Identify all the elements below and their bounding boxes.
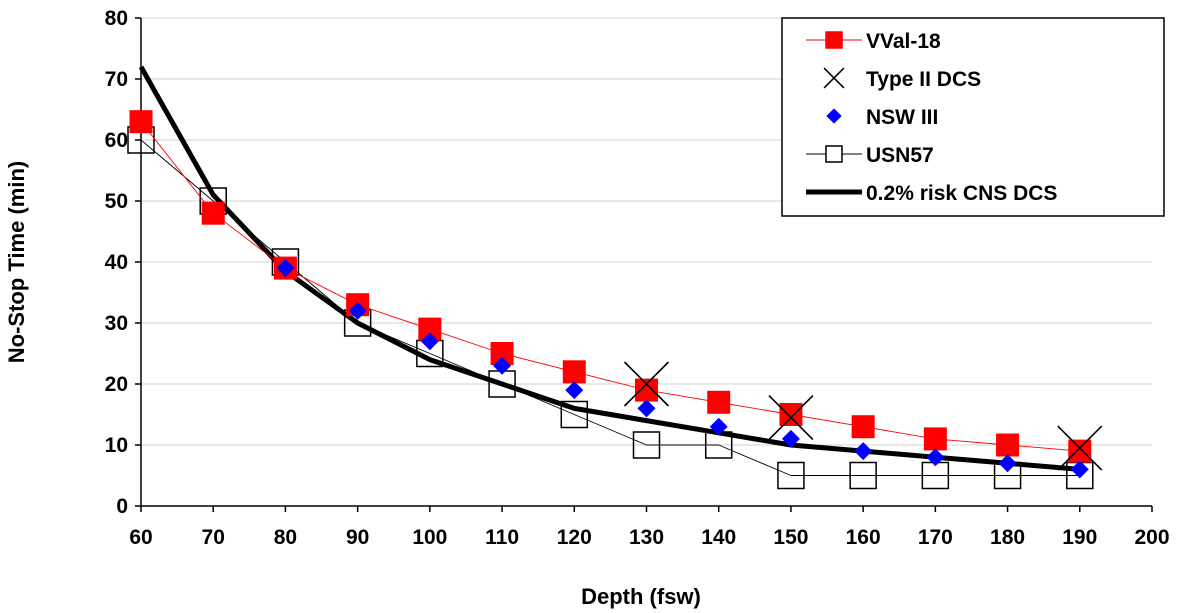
nsw3-point xyxy=(493,356,512,375)
y-tick-label: 10 xyxy=(105,434,128,457)
x-tick-label: 70 xyxy=(202,526,225,549)
vval18-point xyxy=(1068,439,1092,463)
vval18-point xyxy=(825,31,843,49)
x-tick-label: 150 xyxy=(773,526,808,549)
nsw3-point xyxy=(637,399,656,418)
series-2 xyxy=(276,259,1089,479)
y-tick-label: 30 xyxy=(105,312,128,335)
vval18-point xyxy=(923,427,947,451)
nsw3-point xyxy=(276,259,295,278)
y-tick-label: 80 xyxy=(105,7,128,30)
vval18-line xyxy=(140,121,1080,452)
vval18-point xyxy=(201,201,225,225)
legend-label: 0.2% risk CNS DCS xyxy=(866,182,1057,205)
y-tick-label: 60 xyxy=(105,129,128,152)
nsw3-point xyxy=(420,332,439,351)
nsw3-point xyxy=(998,454,1017,473)
usn57-line xyxy=(140,139,1080,476)
nsw3-point xyxy=(565,381,584,400)
legend-entry: VVal-18 xyxy=(806,30,941,53)
type2-dcs-point xyxy=(1057,425,1103,471)
series-1 xyxy=(623,361,1103,471)
vval18-point xyxy=(562,360,586,384)
x-tick-label: 160 xyxy=(846,526,881,549)
grid xyxy=(141,17,1152,446)
series-0 xyxy=(129,110,1092,463)
x-tick-label: 60 xyxy=(129,526,152,549)
x-tick-label: 200 xyxy=(1134,526,1169,549)
tick-labels: 0 10 20 30 40 50 60 70 80 60 70 80 90 100 110 120 130 140… xyxy=(105,7,1170,549)
vval18-point xyxy=(635,378,658,402)
x-tick-label: 140 xyxy=(701,526,736,549)
vval18-point xyxy=(851,415,875,439)
x-tick-label: 120 xyxy=(557,526,592,549)
type2-dcs-point xyxy=(768,394,814,441)
vval18-point xyxy=(996,433,1020,457)
nsw3-point xyxy=(781,429,800,448)
nsw3-point xyxy=(826,108,842,124)
x-tick-label: 110 xyxy=(485,526,519,549)
type2-dcs-point xyxy=(823,67,845,89)
nsw3-point xyxy=(709,417,728,436)
nsw3-point xyxy=(348,301,367,320)
legend-box xyxy=(781,17,1165,217)
legend-label: VVal-18 xyxy=(866,30,941,53)
axes xyxy=(135,17,1153,512)
legend-entry: NSW III xyxy=(826,106,938,129)
cns-risk-line xyxy=(138,65,1080,472)
series-layer xyxy=(127,65,1103,490)
legend-entry: Type II DCS xyxy=(823,67,981,91)
x-tick-label: 100 xyxy=(412,526,447,549)
legend-label: USN57 xyxy=(866,144,934,167)
y-tick-label: 0 xyxy=(116,495,128,518)
x-tick-label: 190 xyxy=(1062,526,1097,549)
nsw3-point xyxy=(854,442,873,461)
y-tick-label: 20 xyxy=(105,373,128,396)
x-tick-label: 180 xyxy=(990,526,1025,549)
type2-dcs-point xyxy=(623,361,670,407)
x-tick-label: 90 xyxy=(346,526,369,549)
legend-label: Type II DCS xyxy=(866,68,981,91)
y-axis-title: No-Stop Time (min) xyxy=(4,161,29,363)
legend-entry: USN57 xyxy=(806,144,934,167)
y-tick-label: 50 xyxy=(105,190,128,213)
series-4 xyxy=(138,65,1080,472)
y-tick-label: 70 xyxy=(105,68,128,91)
legend-marker xyxy=(825,145,843,163)
vval18-point xyxy=(707,390,731,414)
nsw3-point xyxy=(926,448,945,467)
usn57-point xyxy=(849,461,877,490)
x-tick-label: 80 xyxy=(274,526,297,549)
vval18-point xyxy=(779,403,803,426)
legend-entry: 0.2% risk CNS DCS xyxy=(806,182,1057,205)
usn57-point xyxy=(560,400,589,429)
legend: VVal-18 Type II DCS NSW III USN57 0.2% risk … xyxy=(781,17,1165,217)
legend-label: NSW III xyxy=(866,106,938,129)
vval18-point xyxy=(129,110,153,134)
x-tick-label: 170 xyxy=(918,526,953,549)
y-tick-label: 40 xyxy=(105,251,128,274)
x-axis-title: Depth (fsw) xyxy=(581,584,701,609)
usn57-point xyxy=(632,431,661,459)
x-tick-label: 130 xyxy=(629,526,664,549)
nsw3-point xyxy=(1070,460,1089,479)
usn57-point xyxy=(777,461,805,490)
